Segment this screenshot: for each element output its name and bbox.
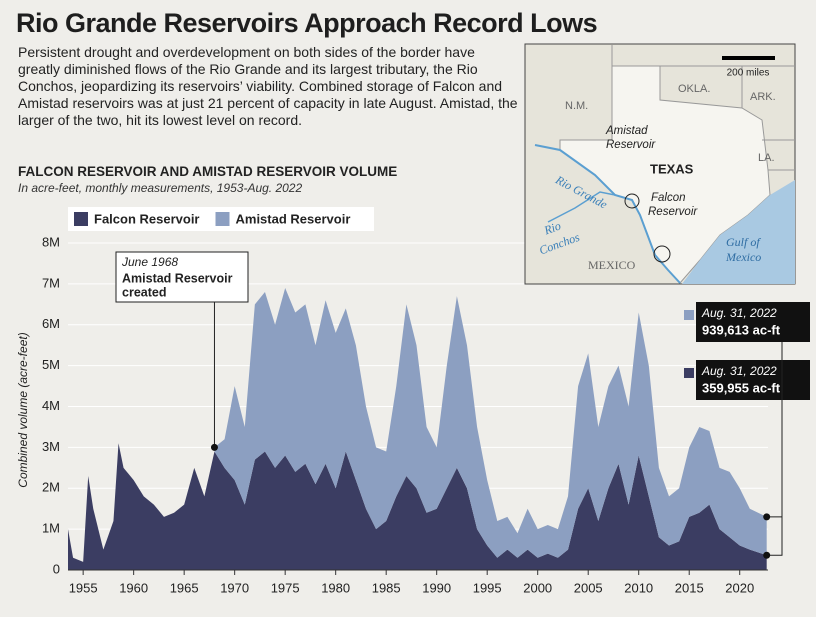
map-label: Rio — [541, 219, 562, 238]
x-tick-label: 1990 — [422, 580, 451, 595]
x-tick-label: 2020 — [725, 580, 754, 595]
x-tick-label: 1970 — [220, 580, 249, 595]
map-label: MEXICO — [588, 258, 636, 272]
end-dot — [763, 513, 771, 521]
y-tick-label: 5M — [42, 357, 60, 372]
x-tick-label: 1995 — [473, 580, 502, 595]
end-leader — [766, 342, 783, 518]
y-tick-label: 3M — [42, 439, 60, 454]
legend-label: Amistad Reservoir — [236, 211, 351, 226]
map-label: OKLA. — [678, 83, 710, 95]
map-label: Amistad — [605, 125, 648, 137]
rio-grande — [534, 144, 681, 284]
x-tick-label: 2010 — [624, 580, 653, 595]
map-inset: 200 miles N.M. OKLA. ARK. TEXAS LA. Amis… — [524, 43, 796, 285]
map-label: N.M. — [565, 100, 588, 112]
map-label: Reservoir — [648, 206, 698, 218]
annotation-text: Amistad Reservoir — [122, 271, 233, 285]
end-value: 359,955 ac-ft — [702, 380, 781, 395]
annotation-dot — [210, 443, 218, 451]
annotation-text: created — [122, 285, 166, 299]
y-axis-label: Combined volume (acre-feet) — [16, 332, 30, 487]
y-tick-label: 4M — [42, 398, 60, 413]
x-tick-label: 1985 — [372, 580, 401, 595]
map-label: Gulf of — [726, 235, 761, 249]
map-label: ARK. — [750, 91, 776, 103]
x-tick-label: 2015 — [675, 580, 704, 595]
end-leader — [766, 400, 783, 556]
x-tick-label: 1980 — [321, 580, 350, 595]
y-tick-label: 2M — [42, 480, 60, 495]
end-swatch — [684, 310, 694, 320]
map-label: LA. — [758, 152, 775, 164]
annotation-box — [115, 251, 249, 303]
x-tick-label: 2000 — [523, 580, 552, 595]
end-value: 939,613 ac-ft — [702, 322, 781, 337]
map-label: Falcon — [651, 192, 686, 204]
y-tick-label: 6M — [42, 316, 60, 331]
map-label: Mexico — [725, 250, 761, 264]
x-tick-label: 2005 — [574, 580, 603, 595]
legend-swatch — [215, 212, 230, 226]
legend-label: Falcon Reservoir — [94, 211, 200, 226]
legend-swatch — [74, 212, 88, 226]
y-tick-label: 0 — [53, 561, 60, 576]
chart-subtitle: In acre-feet, monthly measurements, 1953… — [18, 181, 303, 195]
area — [68, 443, 767, 570]
scale-label: 200 miles — [727, 68, 770, 79]
end-date: Aug. 31, 2022 — [701, 364, 777, 378]
map-label: Reservoir — [606, 139, 656, 151]
map-label: TEXAS — [650, 161, 694, 176]
x-tick-label: 1955 — [69, 580, 98, 595]
y-tick-label: 8M — [42, 234, 60, 249]
y-tick-label: 7M — [42, 275, 60, 290]
annotation-date: June 1968 — [121, 255, 178, 269]
plot: 0 1M 2M 3M 4M 5M 6M 7M 8M Combined volume (acre-f… — [16, 207, 810, 595]
x-tick-label: 1965 — [170, 580, 199, 595]
amistad-marker — [624, 193, 640, 209]
end-date: Aug. 31, 2022 — [701, 306, 777, 320]
end-box — [696, 302, 810, 342]
borders — [611, 45, 795, 171]
area — [214, 287, 767, 558]
chart-title: FALCON RESERVOIR AND AMISTAD RESERVOIR V… — [18, 164, 398, 179]
y-tick-label: 1M — [42, 521, 60, 536]
end-dot — [763, 551, 771, 559]
headline: Rio Grande Reservoirs Approach Record Lo… — [16, 8, 598, 38]
intro: Persistent drought and overdevelopment o… — [18, 44, 518, 128]
rio-conchos — [547, 191, 616, 223]
x-tick-label: 1975 — [271, 580, 300, 595]
x-tick-label: 1960 — [119, 580, 148, 595]
end-box — [696, 360, 810, 400]
end-swatch — [684, 368, 694, 378]
gulf — [682, 180, 795, 284]
falcon-marker — [653, 245, 671, 263]
